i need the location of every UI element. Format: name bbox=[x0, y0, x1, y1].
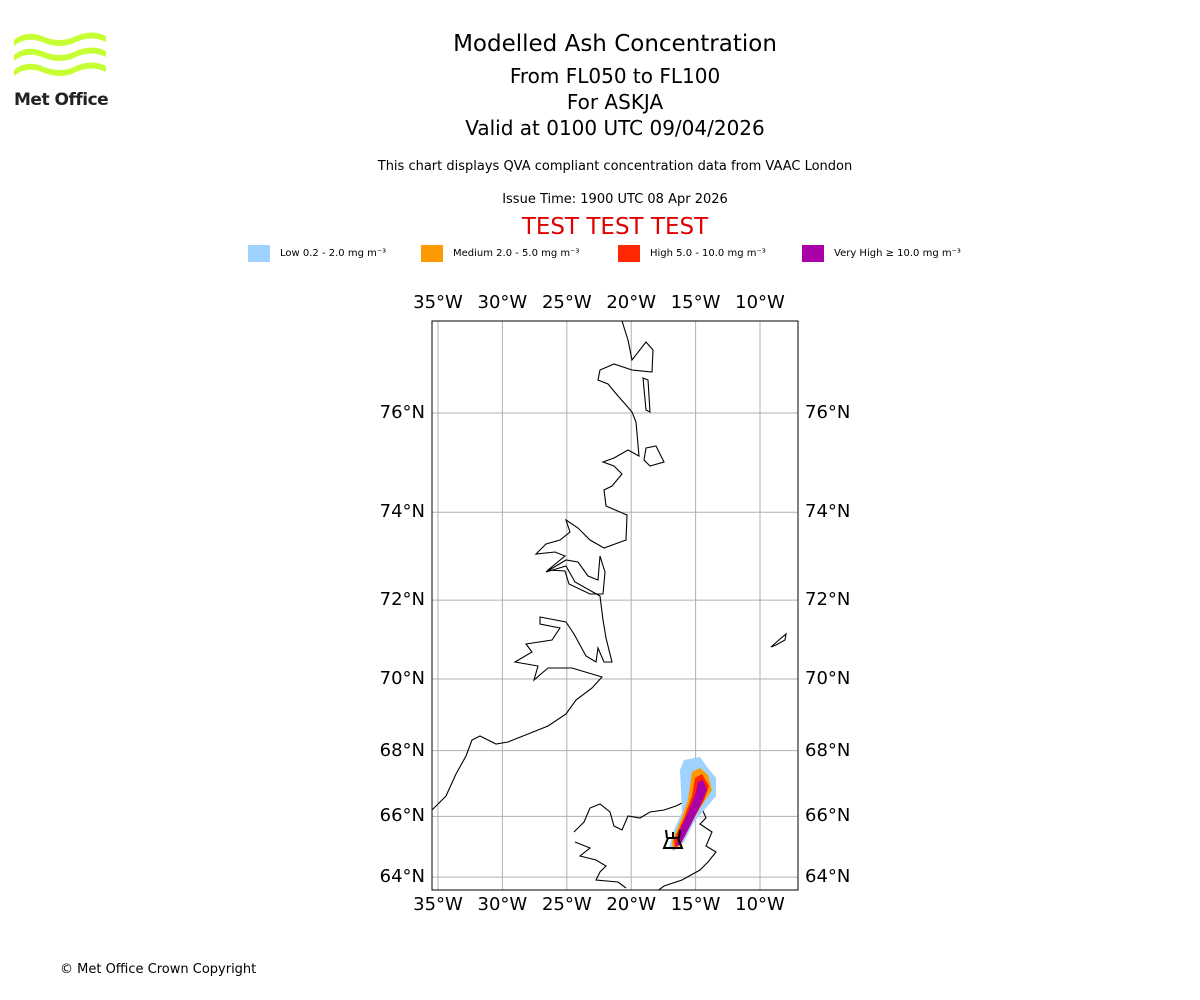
lon-tick-label-bottom: 25°W bbox=[541, 894, 592, 915]
lon-tick-label-top: 10°W bbox=[735, 292, 785, 313]
volcano-name: For ASKJA bbox=[566, 90, 664, 114]
greenland-coastline bbox=[432, 321, 654, 811]
copyright: © Met Office Crown Copyright bbox=[60, 962, 257, 977]
legend-swatch bbox=[248, 245, 270, 262]
lat-tick-label-right: 68°N bbox=[805, 739, 851, 761]
valid-time: Valid at 0100 UTC 09/04/2026 bbox=[465, 116, 765, 140]
lat-tick-label-left: 70°N bbox=[379, 668, 425, 689]
lon-tick-label-bottom: 30°W bbox=[477, 894, 528, 915]
legend-swatch bbox=[802, 245, 824, 262]
lat-tick-label-left: 64°N bbox=[379, 866, 425, 888]
legend-swatch bbox=[618, 245, 640, 262]
legend-swatch bbox=[421, 245, 443, 262]
volcano-icon bbox=[662, 829, 684, 849]
lat-tick-label-left: 66°N bbox=[379, 805, 425, 827]
jan-mayen-coastline bbox=[770, 632, 787, 648]
legend-item-very-high: Very High ≥ 10.0 mg m⁻³ bbox=[802, 245, 961, 262]
lon-tick-label-bottom: 15°W bbox=[670, 894, 721, 915]
lat-tick-label-left: 72°N bbox=[379, 589, 425, 611]
lat-tick-label-right: 70°N bbox=[805, 668, 851, 689]
lon-tick-label-top: 30°W bbox=[477, 292, 528, 313]
legend-label: Low 0.2 - 2.0 mg m⁻³ bbox=[280, 248, 387, 259]
legend-item-high: High 5.0 - 10.0 mg m⁻³ bbox=[618, 245, 766, 262]
lon-tick-label-bottom: 20°W bbox=[606, 894, 657, 915]
legend-item-medium: Medium 2.0 - 5.0 mg m⁻³ bbox=[421, 245, 579, 262]
ash-very-high-area bbox=[676, 780, 707, 846]
logo-waves-icon bbox=[14, 32, 106, 76]
ash-plume bbox=[669, 757, 716, 851]
legend-item-low: Low 0.2 - 2.0 mg m⁻³ bbox=[248, 245, 386, 262]
lat-tick-label-left: 68°N bbox=[379, 739, 425, 761]
map-gridlines bbox=[432, 321, 798, 890]
lon-tick-label-top: 25°W bbox=[541, 292, 592, 313]
map-frame bbox=[431, 320, 799, 891]
lat-tick-label-right: 74°N bbox=[805, 501, 851, 523]
lon-tick-label-top: 35°W bbox=[413, 292, 463, 313]
met-office-logo bbox=[14, 30, 106, 110]
svalbard-edge-coastline bbox=[642, 377, 665, 467]
lon-tick-label-bottom: 35°W bbox=[413, 894, 463, 915]
legend-label: Very High ≥ 10.0 mg m⁻³ bbox=[834, 248, 961, 259]
lat-tick-label-right: 64°N bbox=[805, 866, 851, 888]
lat-tick-label-right: 66°N bbox=[805, 805, 851, 827]
legend-label: Medium 2.0 - 5.0 mg m⁻³ bbox=[453, 248, 580, 259]
issue-time: Issue Time: 1900 UTC 08 Apr 2026 bbox=[502, 192, 728, 207]
chart-description: This chart displays QVA compliant concen… bbox=[377, 159, 853, 174]
lon-tick-label-bottom: 10°W bbox=[735, 894, 785, 915]
flight-levels: From FL050 to FL100 bbox=[509, 64, 721, 88]
lon-tick-label-top: 15°W bbox=[670, 292, 721, 313]
chart-title: Modelled Ash Concentration bbox=[453, 31, 777, 57]
lat-tick-label-right: 72°N bbox=[805, 589, 851, 611]
lon-tick-label-top: 20°W bbox=[606, 292, 657, 313]
lat-tick-label-left: 74°N bbox=[379, 501, 425, 523]
lat-tick-label-right: 76°N bbox=[805, 402, 851, 423]
legend-label: High 5.0 - 10.0 mg m⁻³ bbox=[650, 248, 766, 259]
lat-tick-label-left: 76°N bbox=[379, 402, 425, 423]
test-banner: TEST TEST TEST bbox=[521, 214, 709, 240]
logo-text: Met Office bbox=[14, 90, 109, 110]
